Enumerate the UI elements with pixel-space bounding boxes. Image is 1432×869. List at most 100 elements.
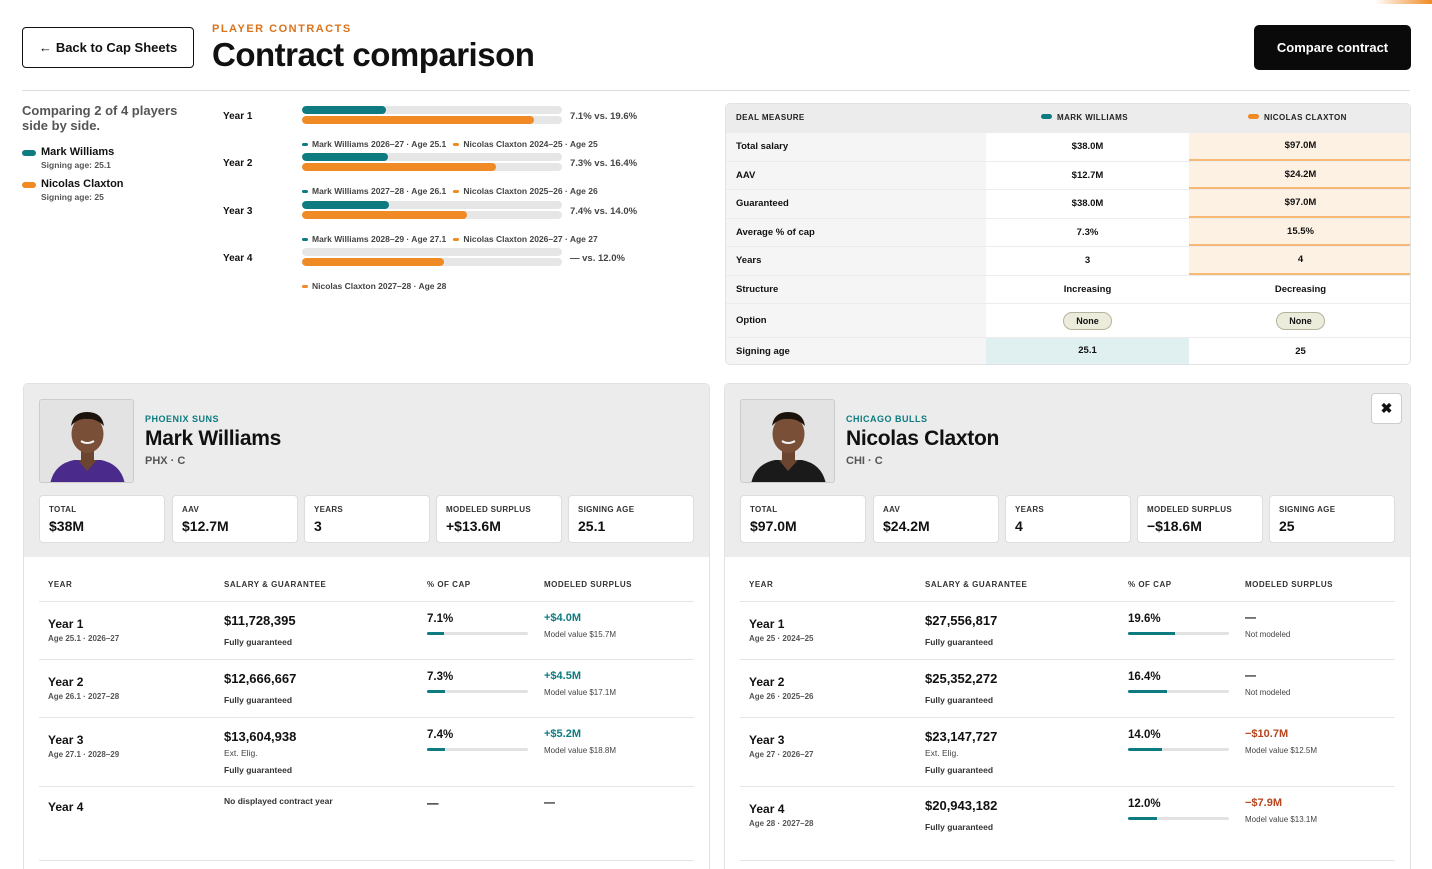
row-model-value: Model value $18.8M <box>544 746 617 755</box>
stat-box: TOTAL $97.0M <box>740 495 866 543</box>
deal-measure-label: Years <box>726 247 986 275</box>
stat-value: +$13.6M <box>446 518 501 534</box>
cap-pct-bar <box>1128 632 1229 635</box>
comparing-summary: Comparing 2 of 4 players side by side. <box>22 103 178 133</box>
row-model-value: Model value $12.5M <box>1245 746 1318 755</box>
row-surplus: −$10.7M <box>1245 728 1289 740</box>
deal-measure-table: DEAL MEASURE MARK WILLIAMS NICOLAS CLAXT… <box>725 103 1411 365</box>
meta-nicolas-claxton: Nicolas Claxton 2026–27 · Age 27 <box>453 234 598 244</box>
row-age-season: Age 28 · 2027–28 <box>749 819 814 828</box>
row-year: Year 3 <box>749 733 785 747</box>
deal-cell-mark-williams: 25.1 <box>986 338 1189 364</box>
cap-pct-bar <box>1128 748 1229 751</box>
deal-cell-mark-williams: $38.0M <box>986 190 1189 218</box>
deal-cell-mark-williams: 3 <box>986 247 1189 275</box>
stat-box: SIGNING AGE 25 <box>1269 495 1395 543</box>
legend-swatch <box>22 182 36 188</box>
deal-header-nicolas-claxton: NICOLAS CLAXTON <box>1248 113 1347 122</box>
player-photo <box>39 399 134 483</box>
row-year: Year 2 <box>48 675 84 689</box>
deal-cell-mark-williams: $12.7M <box>986 162 1189 190</box>
row-surplus: +$4.0M <box>544 612 581 624</box>
stat-value: 25 <box>1279 518 1295 534</box>
deal-measure-label: Option <box>726 304 986 337</box>
stat-value: 3 <box>314 518 322 534</box>
deal-value-mark-williams: $38.0M <box>1071 141 1104 153</box>
row-guarantee: Fully guaranteed <box>925 695 994 705</box>
compare-contract-button[interactable]: Compare contract <box>1254 25 1411 70</box>
deal-value-mark-williams: 7.3% <box>1076 226 1099 238</box>
bar-track-nicolas-claxton <box>302 116 562 124</box>
row-salary: $23,147,727 <box>925 729 998 744</box>
bar-nicolas-claxton <box>302 258 444 266</box>
player-photo-svg <box>741 400 834 482</box>
year-bar-pct: 7.4% vs. 14.0% <box>570 206 638 217</box>
row-age-season: Age 27.1 · 2028–29 <box>48 750 120 759</box>
deal-measure-label: Total salary <box>726 133 986 161</box>
stat-label: AAV <box>883 505 901 514</box>
legend-signing-age: Signing age: 25.1 <box>41 160 111 170</box>
row-year: Year 3 <box>48 733 84 747</box>
deal-row: Average % of cap 7.3% 15.5% <box>726 217 1410 247</box>
deal-value-nicolas-claxton: 15.5% <box>1287 225 1314 237</box>
year-bar-label: Year 4 <box>223 253 253 264</box>
deal-cell-mark-williams: 7.3% <box>986 219 1189 247</box>
deal-value-mark-williams: 3 <box>1084 255 1091 267</box>
deal-header-mark-williams: MARK WILLIAMS <box>1041 113 1128 122</box>
arrow-left-icon: ← <box>38 40 52 55</box>
row-cap-pct: 19.6% <box>1128 613 1161 625</box>
deal-measure-label: Guaranteed <box>726 190 986 218</box>
row-age-season: Age 26 · 2025–26 <box>749 692 814 701</box>
stat-value: $24.2M <box>883 518 930 534</box>
stat-label: YEARS <box>1015 505 1045 514</box>
row-age-season: Age 25.1 · 2026–27 <box>48 634 120 643</box>
year-bar-label: Year 2 <box>223 158 253 169</box>
player-name: Mark Williams <box>145 427 281 450</box>
bar-track-nicolas-claxton <box>302 258 562 266</box>
row-cap-pct: 14.0% <box>1128 729 1161 741</box>
bar-nicolas-claxton <box>302 163 496 171</box>
cap-pct-fill <box>427 748 445 751</box>
meta-nicolas-claxton: Nicolas Claxton 2027–28 · Age 28 <box>302 281 446 291</box>
row-salary: $13,604,938 <box>224 729 297 744</box>
deal-row: Signing age 25.1 25 <box>726 337 1410 364</box>
stat-value: $38M <box>49 518 85 534</box>
row-note: Ext. Elig. <box>925 748 959 758</box>
player-position: CHI · C <box>846 455 883 467</box>
deal-value-mark-williams: 25.1 <box>1078 345 1097 357</box>
year-bar-row: Year 4 — vs. 12.0% Nicolas Claxton 2027–28… <box>223 248 703 297</box>
stat-value: 4 <box>1015 518 1023 534</box>
row-age-season: Age 26.1 · 2027–28 <box>48 692 120 701</box>
page-eyebrow: PLAYER CONTRACTS <box>212 23 352 35</box>
bar-track-mark-williams <box>302 106 562 114</box>
row-age-season: Age 25 · 2024–25 <box>749 634 814 643</box>
deal-cell-nicolas-claxton: $97.0M <box>1189 133 1410 161</box>
player-card: CHICAGO BULLS Nicolas Claxton CHI · C ✖ TOTA… <box>724 383 1411 869</box>
year-bar-meta: Mark Williams 2028–29 · Age 27.1 Nicolas… <box>302 234 598 244</box>
bar-track-mark-williams <box>302 248 562 256</box>
table-header: % OF CAP <box>1128 580 1172 589</box>
table-header: YEAR <box>48 580 73 589</box>
legend-signing-age: Signing age: 25 <box>41 192 104 202</box>
cap-pct-bar <box>427 690 528 693</box>
year-bar-row: Year 3 7.4% vs. 14.0% Mark Williams 2028–2… <box>223 201 703 250</box>
stat-box: YEARS 3 <box>304 495 430 543</box>
row-surplus: — <box>544 797 555 809</box>
meta-mark-williams: Mark Williams 2028–29 · Age 27.1 <box>302 234 446 244</box>
deal-measure-label: Average % of cap <box>726 218 986 246</box>
year-bar-label: Year 3 <box>223 206 253 217</box>
row-cap-pct: — <box>427 798 439 810</box>
deal-measure-label: Structure <box>726 275 986 303</box>
table-header: % OF CAP <box>427 580 471 589</box>
back-to-cap-sheets-button[interactable]: ← Back to Cap Sheets <box>22 27 194 68</box>
remove-player-button[interactable]: ✖ <box>1371 393 1402 424</box>
cap-pct-bar <box>1128 690 1229 693</box>
stat-label: TOTAL <box>750 505 778 514</box>
deal-value-nicolas-claxton: 25 <box>1295 346 1306 358</box>
row-cap-pct: 7.4% <box>427 729 454 741</box>
cap-pct-fill <box>1128 748 1162 751</box>
year-bar-pct: 7.3% vs. 16.4% <box>570 158 638 169</box>
deal-table-header: DEAL MEASURE MARK WILLIAMS NICOLAS CLAXT… <box>726 104 1410 132</box>
cap-pct-fill <box>427 690 445 693</box>
stat-box: AAV $12.7M <box>172 495 298 543</box>
